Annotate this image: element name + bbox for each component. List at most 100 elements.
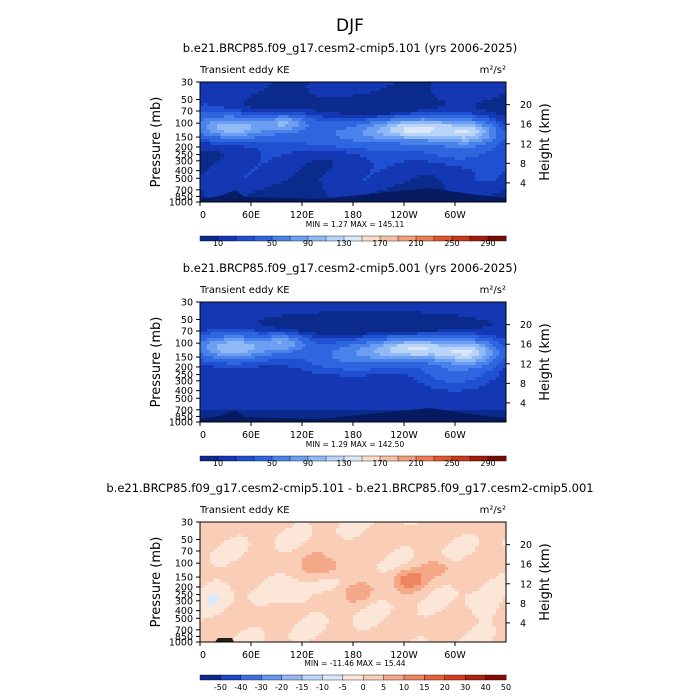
field-cell [329, 196, 333, 200]
field-cell [495, 175, 500, 179]
field-cell [448, 142, 452, 146]
field-cell [441, 323, 446, 327]
field-cell [376, 157, 381, 161]
field-cell [424, 323, 429, 327]
field-cell [281, 103, 286, 107]
field-cell [424, 341, 429, 345]
field-cell [407, 338, 412, 342]
field-cell [461, 85, 466, 89]
field-cell [363, 160, 367, 164]
field-cell [315, 166, 320, 170]
field-cell [434, 142, 439, 146]
field-cell [461, 121, 466, 125]
field-cell [424, 320, 429, 324]
field-cell [451, 142, 456, 146]
field-cell [427, 332, 432, 336]
field-cell [383, 124, 388, 128]
field-cell [332, 151, 337, 155]
field-cell [417, 332, 422, 336]
colorbar-label: 10 [213, 239, 223, 248]
field-cell [424, 118, 429, 122]
field-cell [485, 154, 490, 158]
field-cell [359, 160, 364, 164]
field-cell [237, 308, 242, 312]
field-cell [485, 338, 490, 342]
field-cell [346, 332, 350, 336]
field-cell [206, 184, 211, 188]
field-cell [489, 145, 493, 149]
field-cell [489, 151, 493, 155]
field-cell [376, 326, 381, 330]
field-cell [359, 145, 364, 149]
field-cell [359, 341, 364, 345]
field-cell [387, 181, 391, 185]
field-cell [448, 115, 452, 119]
field-cell [380, 169, 384, 173]
field-cell [472, 332, 476, 336]
field-cell [298, 91, 303, 95]
field-cell [489, 175, 493, 179]
field-cell [370, 302, 374, 306]
field-cell [499, 82, 503, 86]
field-cell [342, 127, 347, 131]
field-cell [230, 326, 235, 330]
field-cell [200, 323, 204, 327]
field-cell [302, 193, 306, 197]
field-cell [404, 302, 408, 306]
field-cell [281, 124, 286, 128]
field-cell [370, 109, 374, 113]
field-cell [329, 85, 333, 89]
field-cell [302, 109, 306, 113]
field-cell [285, 112, 289, 116]
field-cell [271, 139, 276, 143]
field-cell [410, 163, 415, 167]
field-cell [322, 130, 327, 134]
field-cell [407, 106, 412, 110]
field-cell [271, 341, 276, 345]
field-cell [332, 112, 337, 116]
field-cell [417, 311, 422, 315]
field-cell [244, 169, 248, 173]
field-cell [475, 311, 480, 315]
field-cell [492, 326, 497, 330]
field-cell [213, 136, 218, 140]
field-cell [227, 329, 231, 333]
field-cell [223, 94, 228, 98]
field-cell [213, 323, 218, 327]
field-cell [478, 112, 483, 116]
field-cell [308, 91, 313, 95]
field-cell [237, 127, 242, 131]
field-cell [315, 335, 320, 339]
field-cell [366, 157, 371, 161]
field-cell [417, 103, 422, 107]
field-cell [387, 85, 391, 89]
field-cell [322, 85, 327, 89]
field-cell [308, 100, 313, 104]
field-cell [220, 151, 225, 155]
field-cell [404, 127, 408, 131]
field-cell [489, 121, 493, 125]
field-cell [342, 124, 347, 128]
field-cell [332, 163, 337, 167]
field-cell [325, 145, 330, 149]
field-cell [251, 341, 255, 345]
field-cell [489, 190, 493, 194]
field-cell [336, 157, 340, 161]
field-cell [478, 326, 483, 330]
field-cell [302, 172, 306, 176]
field-cell [397, 112, 401, 116]
field-cell [312, 151, 316, 155]
field-cell [247, 163, 252, 167]
field-cell [441, 178, 446, 182]
field-cell [203, 311, 208, 315]
field-cell [200, 121, 204, 125]
field-cell [251, 344, 255, 348]
field-cell [315, 320, 320, 324]
field-cell [217, 166, 221, 170]
field-cell [312, 154, 316, 158]
field-cell [489, 127, 493, 131]
field-cell [472, 124, 476, 128]
field-cell [434, 82, 439, 86]
field-cell [363, 181, 367, 185]
field-cell [489, 320, 493, 324]
